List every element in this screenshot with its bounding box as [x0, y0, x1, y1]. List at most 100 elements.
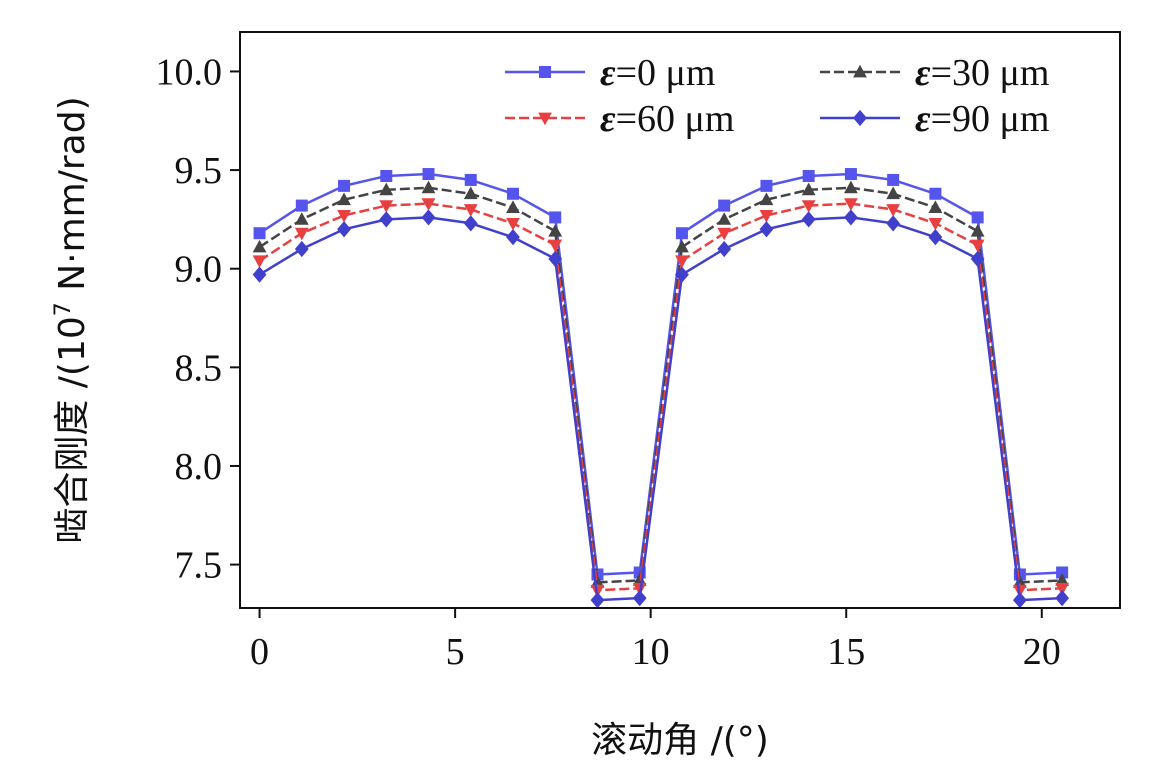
legend-item: ε=0 μm — [505, 52, 715, 94]
x-tick-label: 20 — [1023, 631, 1061, 673]
data-point — [464, 173, 477, 186]
y-axis: 7.5 8.0 8.5 9.0 9.5 10.0 — [156, 51, 240, 587]
x-tick-label: 10 — [632, 631, 670, 673]
data-point — [675, 239, 689, 253]
data-point — [337, 221, 351, 238]
data-point — [295, 199, 308, 212]
y-tick-label: 9.5 — [175, 150, 223, 192]
y-tick-label: 7.5 — [175, 545, 223, 587]
y-tick-label: 8.5 — [175, 347, 223, 389]
legend-item: ε=90 μm — [820, 98, 1049, 140]
series-line — [258, 186, 1063, 584]
legend-label: ε=0 μm — [600, 52, 715, 94]
data-point — [928, 229, 943, 246]
series-group — [253, 168, 1069, 581]
data-point — [421, 180, 436, 194]
data-point — [590, 592, 605, 609]
data-point — [853, 109, 867, 127]
data-point — [549, 211, 562, 224]
legend-value: =30 μm — [931, 52, 1050, 94]
data-point — [886, 215, 901, 232]
legend-epsilon: ε — [915, 98, 931, 140]
legend-value: =0 μm — [616, 52, 716, 94]
data-point — [887, 173, 900, 186]
data-point — [548, 224, 563, 237]
data-point — [844, 180, 858, 194]
data-point — [675, 266, 689, 283]
data-point — [590, 575, 605, 588]
data-point — [252, 266, 267, 283]
data-point — [844, 198, 858, 211]
data-point — [421, 198, 436, 211]
x-tick-label: 5 — [446, 631, 465, 673]
data-point — [463, 186, 478, 200]
data-point — [675, 255, 689, 269]
data-point — [380, 170, 393, 182]
data-point — [338, 179, 351, 192]
data-point — [548, 239, 563, 253]
data-point — [506, 187, 519, 200]
data-point — [1055, 573, 1070, 586]
data-point — [421, 209, 436, 226]
data-point — [886, 186, 901, 200]
legend: ε=0 μm ε=30 μmε=60 μm ε=90 μm — [505, 52, 1049, 140]
data-point — [970, 224, 985, 237]
data-point — [717, 240, 732, 258]
data-point — [539, 66, 551, 78]
y-tick-label: 8.0 — [175, 446, 223, 488]
data-point — [886, 204, 901, 217]
data-point — [1056, 566, 1069, 579]
data-point — [970, 250, 985, 267]
legend-item: ε=30 μm — [820, 52, 1049, 94]
data-point — [294, 240, 309, 258]
data-point — [379, 211, 394, 228]
y-axis-title-rest: N·mm/rad) — [52, 96, 93, 302]
series-line — [258, 202, 1063, 592]
data-point — [928, 200, 943, 213]
data-point — [759, 221, 774, 238]
data-point — [1055, 582, 1070, 596]
y-axis-title-superscript: 7 — [51, 302, 76, 316]
data-point — [252, 239, 267, 253]
data-point — [802, 170, 815, 182]
data-point — [760, 179, 773, 192]
legend-epsilon: ε — [600, 52, 616, 94]
data-point — [970, 239, 985, 253]
data-point — [844, 209, 858, 226]
data-point — [548, 250, 563, 267]
y-axis-title: 啮合刚度 /(107 N·mm/rad) — [51, 96, 93, 543]
plot-frame — [239, 31, 1121, 609]
series-line — [258, 172, 1063, 576]
data-point — [337, 210, 351, 223]
x-tick-label: 0 — [250, 631, 269, 673]
data-point — [853, 64, 867, 78]
data-point — [1012, 592, 1027, 609]
data-point — [801, 182, 816, 196]
data-point — [844, 168, 857, 181]
data-point — [971, 211, 984, 224]
data-point — [759, 210, 774, 223]
y-tick-label: 9.0 — [175, 249, 223, 291]
y-tick-label: 10.0 — [156, 51, 223, 93]
data-point — [675, 227, 688, 240]
legend-label: ε=30 μm — [915, 52, 1049, 94]
data-point — [252, 255, 267, 269]
legend-value: =90 μm — [931, 98, 1050, 140]
data-point — [801, 211, 816, 228]
data-point — [929, 187, 942, 200]
data-point — [718, 199, 731, 212]
data-point — [717, 212, 732, 225]
data-point — [463, 204, 478, 217]
data-point — [294, 212, 309, 225]
series-group — [252, 209, 1070, 609]
data-point — [759, 192, 774, 206]
data-point — [422, 168, 435, 181]
x-tick-label: 15 — [827, 631, 865, 673]
data-point — [801, 200, 816, 213]
data-point — [1055, 590, 1070, 607]
legend-epsilon: ε — [600, 98, 616, 140]
data-point — [337, 192, 351, 206]
data-point — [1012, 575, 1027, 588]
